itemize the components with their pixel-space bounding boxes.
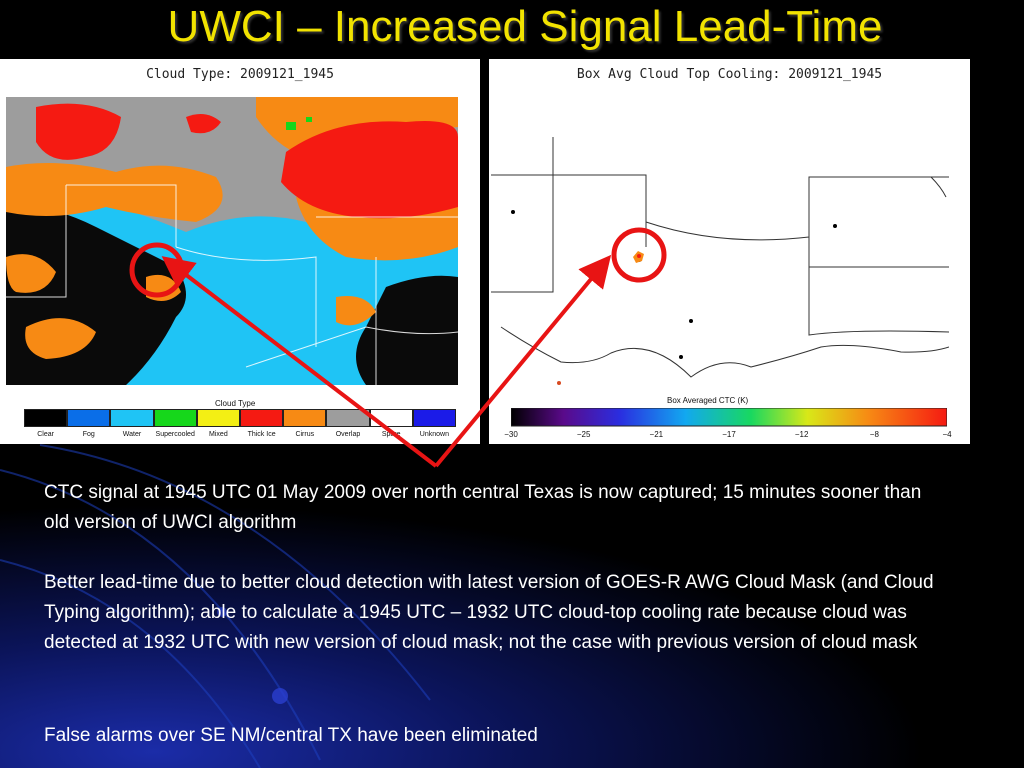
legend-label: Supercooled bbox=[155, 431, 195, 438]
signal-highlight-circle-right bbox=[611, 227, 667, 283]
legend-label: Fog bbox=[82, 431, 95, 438]
ctc-tick-label: −17 bbox=[722, 430, 736, 439]
legend-swatch-thick-ice bbox=[240, 409, 284, 427]
slide-title: UWCI – Increased Signal Lead-Time bbox=[167, 2, 883, 51]
legend-swatch-water bbox=[110, 409, 154, 427]
legend-label: Unknown bbox=[419, 431, 449, 438]
legend-swatch-mixed bbox=[196, 409, 240, 427]
legend-swatch-unknown bbox=[412, 409, 456, 427]
ctc-tick-label: −30 bbox=[504, 430, 518, 439]
ctc-tick-label: −21 bbox=[649, 430, 664, 439]
legend-swatch-cirrus bbox=[283, 409, 327, 427]
legend-swatch-fog bbox=[67, 409, 111, 427]
arrow-to-right-map bbox=[434, 254, 612, 468]
body-paragraph-3: False alarms over SE NM/central TX have … bbox=[44, 725, 538, 746]
cloud-type-panel: Cloud Type: 2009121_1945 bbox=[0, 59, 480, 444]
body-paragraph-2: Better lead-time due to better cloud det… bbox=[44, 572, 934, 653]
cloud-top-cooling-panel: Box Avg Cloud Top Cooling: 2009121_1945 … bbox=[489, 59, 970, 444]
legend-label: Cirrus bbox=[295, 431, 315, 438]
ctc-tick-label: −25 bbox=[576, 430, 591, 439]
cloud-type-map bbox=[6, 97, 458, 385]
ctc-tick-label: −12 bbox=[794, 430, 809, 439]
ctc-legend-title: Box Averaged CTC (K) bbox=[667, 396, 749, 405]
body-paragraph-1: CTC signal at 1945 UTC 01 May 2009 over … bbox=[44, 482, 922, 533]
legend-label: Mixed bbox=[209, 431, 228, 438]
ctc-ticks: −30 −25 −21 −17 −12 −8 −4 bbox=[504, 430, 951, 442]
arrow-to-left-map bbox=[161, 256, 438, 468]
cloud-type-panel-title: Cloud Type: 2009121_1945 bbox=[146, 67, 334, 82]
legend-label: Thick Ice bbox=[247, 431, 276, 438]
legend-label: Water bbox=[122, 431, 142, 438]
legend-label: Overlap bbox=[335, 431, 361, 438]
cloud-top-cooling-panel-title: Box Avg Cloud Top Cooling: 2009121_1945 bbox=[576, 67, 883, 82]
cloud-top-cooling-map bbox=[491, 97, 949, 385]
legend-label: Clear bbox=[37, 431, 54, 438]
ctc-tick-label: −4 bbox=[942, 430, 952, 439]
cloud-type-legend-title: Cloud Type bbox=[215, 399, 256, 408]
legend-swatch-overlap bbox=[326, 409, 370, 427]
legend-label: Spare bbox=[381, 431, 401, 438]
cloud-type-legend: Clear Fog Water Supercooled Mixed Thick Ice Ci… bbox=[24, 409, 456, 443]
ctc-colorbar bbox=[511, 408, 947, 427]
legend-swatch-supercooled bbox=[153, 409, 197, 427]
ctc-tick-label: −8 bbox=[869, 430, 879, 439]
legend-swatch-clear bbox=[24, 409, 68, 427]
